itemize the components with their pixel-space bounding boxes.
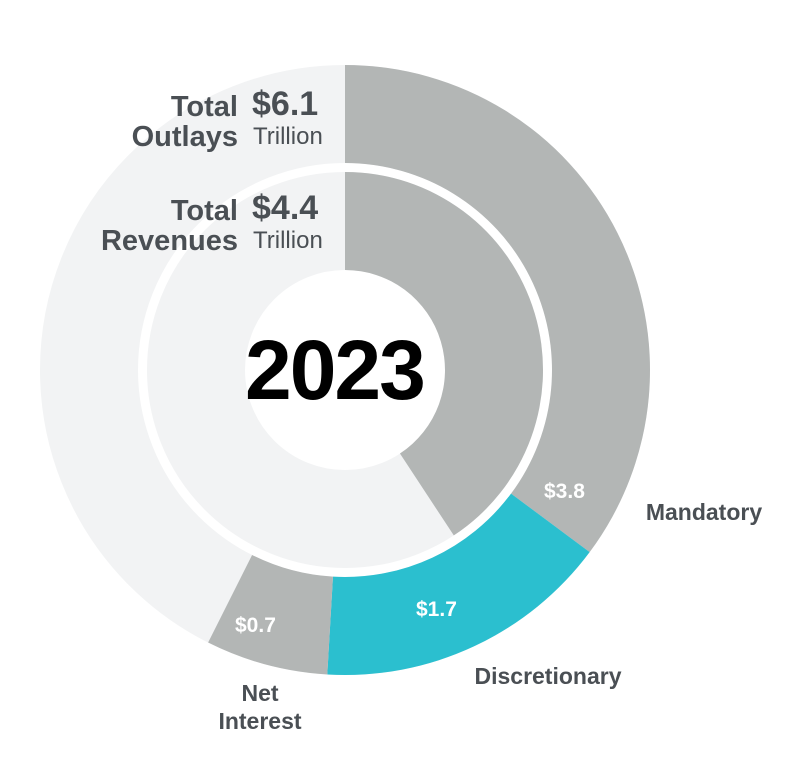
category-label: Mandatory [645,499,763,525]
category-label: Discretionary [474,663,622,689]
revenues-value: $4.4 [252,189,319,227]
value-label: $1.7 [416,598,457,621]
value-label: $0.7 [235,614,276,637]
value-label: $3.8 [544,480,585,503]
revenue-segment [345,172,543,536]
outlays-title: Total Outlays [131,91,238,153]
outlays-value: $6.1 [252,85,319,123]
category-label: Net Interest [218,680,302,734]
center-label: 2023 [245,323,426,417]
outlays-unit: Trillion [253,123,323,150]
revenues-unit: Trillion [253,227,323,254]
outlay-segment [327,493,590,675]
revenues-title: Total Revenues [100,195,238,257]
outlay-segment [345,65,650,553]
outlay-segment [208,554,333,675]
